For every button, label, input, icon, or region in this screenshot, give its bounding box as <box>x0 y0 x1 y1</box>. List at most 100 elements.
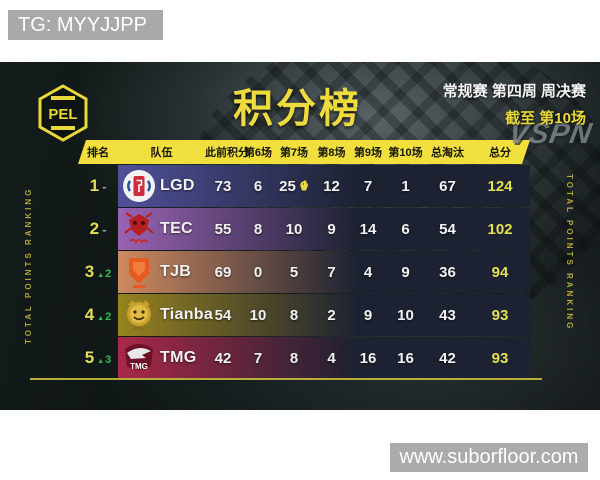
game7-points: 10 <box>285 220 303 238</box>
game10-points: 10 <box>397 306 414 324</box>
rank-number: 1 <box>89 176 100 195</box>
table-header: 排名 队伍 此前积分 第6场 第7场 第8场 第9场 第10场 总淘汰 总分 <box>78 140 530 164</box>
table-row: 5 ▲ 3 TMG TMG 42 7 8 4 16 16 42 93 <box>78 337 530 379</box>
table-row: 4 ▲ 2 Tianba 54 1 <box>78 294 530 336</box>
game8-points: 9 <box>327 220 336 238</box>
scoreboard-panel: PEL 积分榜 常规赛 第四周 周决赛 截至 第10场 VSPN TOTAL P… <box>0 62 600 410</box>
page-title: 积分榜 <box>233 87 362 131</box>
team-logo-tec <box>118 211 160 247</box>
col-g8: 第8场 <box>317 147 346 159</box>
table-underline <box>30 378 542 380</box>
rank-change: 3 <box>105 354 112 366</box>
game6-points: 6 <box>253 177 263 195</box>
total-points: 102 <box>487 220 513 238</box>
up-arrow-icon: ▲ <box>97 272 105 279</box>
team-name: TJB <box>160 263 192 280</box>
game8-points: 7 <box>327 263 336 281</box>
rank-cell: 1 - <box>78 176 118 196</box>
table-row: 3 ▲ 2 TJB 69 0 5 7 4 9 36 94 <box>78 251 530 293</box>
pel-logo: PEL <box>38 84 88 142</box>
tmg-logo-text: TMG <box>130 362 148 371</box>
rank-number: 3 <box>84 262 95 281</box>
game7-points: 5 <box>289 263 299 281</box>
table-row: 1 - LGD 73 6 25 <box>78 165 530 207</box>
game6-points: 0 <box>253 263 263 281</box>
game9-points: 14 <box>359 220 377 238</box>
rank-change: 2 <box>105 311 112 323</box>
rank-number: 5 <box>84 348 95 367</box>
game7-points: 25 <box>275 178 313 195</box>
rank-change: - <box>102 179 107 194</box>
telegram-watermark: TG: MYYJJPP <box>8 10 163 40</box>
total-elims: 43 <box>439 306 456 324</box>
rank-change: 2 <box>105 268 112 280</box>
team-logo-tjb <box>118 255 160 289</box>
stage-info: 常规赛 第四周 周决赛 截至 第10场 <box>443 80 586 128</box>
game10-points: 1 <box>401 177 410 195</box>
team-name: Tianba <box>160 306 214 323</box>
col-g9: 第9场 <box>353 147 383 159</box>
col-g7: 第7场 <box>279 147 309 159</box>
rank-change-up: ▲ 2 <box>97 268 111 280</box>
rank-change-up: ▲ 3 <box>97 354 111 366</box>
col-team: 队伍 <box>150 147 173 159</box>
game6-points: 8 <box>253 220 263 238</box>
table-row: 2 - TEC 55 8 10 9 14 6 54 102 <box>78 208 530 250</box>
rank-cell: 3 ▲ 2 <box>78 262 118 282</box>
team-name: LGD <box>160 177 195 194</box>
game6-points: 7 <box>253 349 263 367</box>
game9-points: 16 <box>359 349 377 367</box>
col-rank: 排名 <box>87 147 109 159</box>
rank-cell: 2 - <box>78 219 118 239</box>
rank-cell: 5 ▲ 3 <box>78 348 118 368</box>
game10-points: 9 <box>401 263 410 281</box>
prev-points: 55 <box>214 220 232 238</box>
game9-points: 9 <box>363 306 373 324</box>
total-points: 93 <box>491 349 509 367</box>
game7-value: 25 <box>279 177 296 195</box>
up-arrow-icon: ▲ <box>97 358 105 365</box>
col-total: 总分 <box>489 147 511 159</box>
game10-points: 16 <box>397 349 414 367</box>
rank-number: 2 <box>89 219 100 238</box>
prev-points: 73 <box>214 177 232 195</box>
through-line: 截至 第10场 <box>505 110 586 127</box>
total-elims: 54 <box>439 220 456 238</box>
team-name: TMG <box>160 349 197 366</box>
game9-points: 4 <box>363 263 373 281</box>
game7-points: 8 <box>289 349 299 367</box>
game8-points: 4 <box>327 349 336 367</box>
prev-points: 42 <box>214 349 232 367</box>
col-g10: 第10场 <box>388 147 423 159</box>
prev-points: 69 <box>214 263 232 281</box>
chicken-dinner-icon <box>300 180 308 191</box>
total-elims: 67 <box>439 177 456 195</box>
game9-points: 7 <box>363 177 373 195</box>
total-points: 94 <box>491 263 509 281</box>
up-arrow-icon: ▲ <box>97 315 105 322</box>
game8-points: 12 <box>323 177 340 195</box>
side-caption-right: TOTAL POINTS RANKING <box>565 174 574 332</box>
game7-points: 8 <box>289 306 299 324</box>
rank-cell: 4 ▲ 2 <box>78 305 118 325</box>
game6-points: 10 <box>249 306 267 324</box>
game8-points: 2 <box>327 306 336 324</box>
total-points: 93 <box>491 306 509 324</box>
points-table: 排名 队伍 此前积分 第6场 第7场 第8场 第9场 第10场 总淘汰 总分 1… <box>78 140 530 379</box>
side-caption-left: TOTAL POINTS RANKING <box>24 186 33 344</box>
team-logo-lgd <box>118 169 160 203</box>
game10-points: 6 <box>401 220 410 238</box>
col-prev: 此前积分 <box>205 147 249 159</box>
pel-logo-text: PEL <box>48 106 77 123</box>
team-name: TEC <box>160 220 193 237</box>
total-elims: 42 <box>439 349 456 367</box>
team-logo-tmg: TMG <box>118 341 160 375</box>
prev-points: 54 <box>214 306 232 324</box>
stage-line: 常规赛 第四周 周决赛 <box>442 83 586 100</box>
rank-change: - <box>102 222 107 237</box>
col-g6: 第6场 <box>243 147 273 159</box>
rank-change-up: ▲ 2 <box>97 311 111 323</box>
rank-number: 4 <box>84 305 95 324</box>
site-watermark: www.suborfloor.com <box>390 443 588 472</box>
team-logo-tianba <box>118 298 160 332</box>
